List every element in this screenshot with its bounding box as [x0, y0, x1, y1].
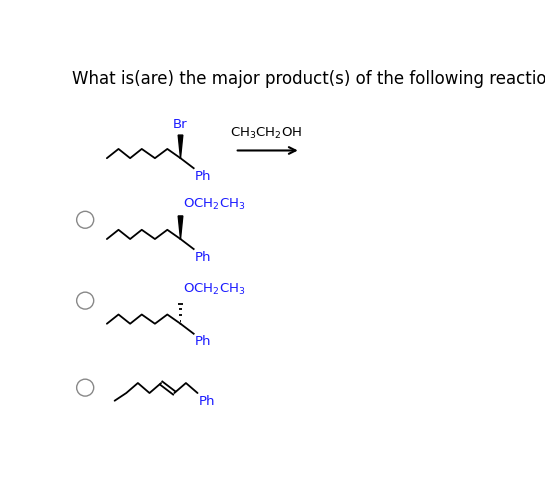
Polygon shape	[178, 216, 183, 239]
Text: CH$_3$CH$_2$OH: CH$_3$CH$_2$OH	[229, 126, 302, 141]
Text: Ph: Ph	[195, 170, 211, 183]
Text: Br: Br	[173, 118, 188, 131]
Text: OCH$_2$CH$_3$: OCH$_2$CH$_3$	[183, 197, 245, 212]
Text: Ph: Ph	[195, 335, 211, 348]
Polygon shape	[178, 135, 183, 158]
Text: Ph: Ph	[195, 251, 211, 264]
Text: What is(are) the major product(s) of the following reaction ?: What is(are) the major product(s) of the…	[72, 70, 545, 88]
Text: Ph: Ph	[198, 394, 215, 408]
Text: OCH$_2$CH$_3$: OCH$_2$CH$_3$	[183, 282, 245, 297]
